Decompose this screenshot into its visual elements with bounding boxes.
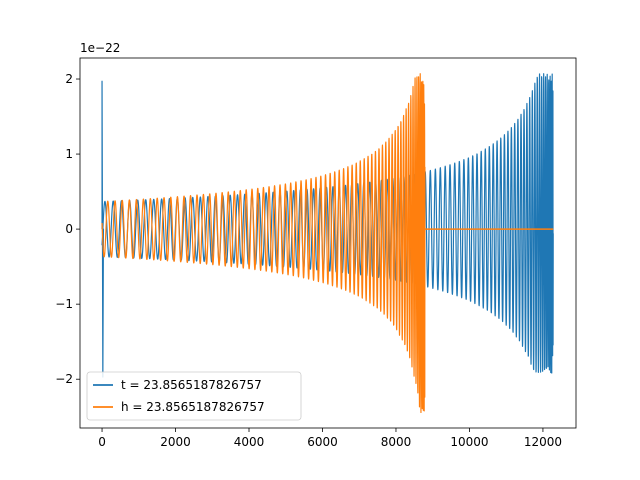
series-layer: [101, 73, 554, 414]
y-tick-label: 0: [65, 222, 73, 236]
x-axis: 0 2000 4000 6000 8000 10000 12000: [98, 428, 562, 449]
x-tick-label: 8000: [381, 435, 412, 449]
legend: t = 23.8565187826757 h = 23.856518782675…: [86, 371, 302, 421]
y-tick-label: 2: [65, 72, 73, 86]
y-offset-label: 1e−22: [80, 41, 120, 55]
y-tick-label: −1: [55, 297, 73, 311]
legend-label-t: t = 23.8565187826757: [121, 378, 262, 392]
series-h: [101, 73, 554, 414]
legend-box: [86, 371, 302, 421]
series-line: [101, 73, 426, 414]
x-tick-label: 12000: [524, 435, 562, 449]
y-tick-label: 1: [65, 147, 73, 161]
y-axis: −2 −1 0 1 2: [55, 72, 80, 386]
y-tick-label: −2: [55, 372, 73, 386]
axes-frame: [79, 57, 577, 429]
x-tick-label: 2000: [160, 435, 191, 449]
x-tick-label: 0: [98, 435, 106, 449]
x-tick-label: 4000: [234, 435, 265, 449]
x-tick-label: 6000: [307, 435, 338, 449]
legend-label-h: h = 23.8565187826757: [121, 400, 265, 414]
x-tick-label: 10000: [450, 435, 488, 449]
